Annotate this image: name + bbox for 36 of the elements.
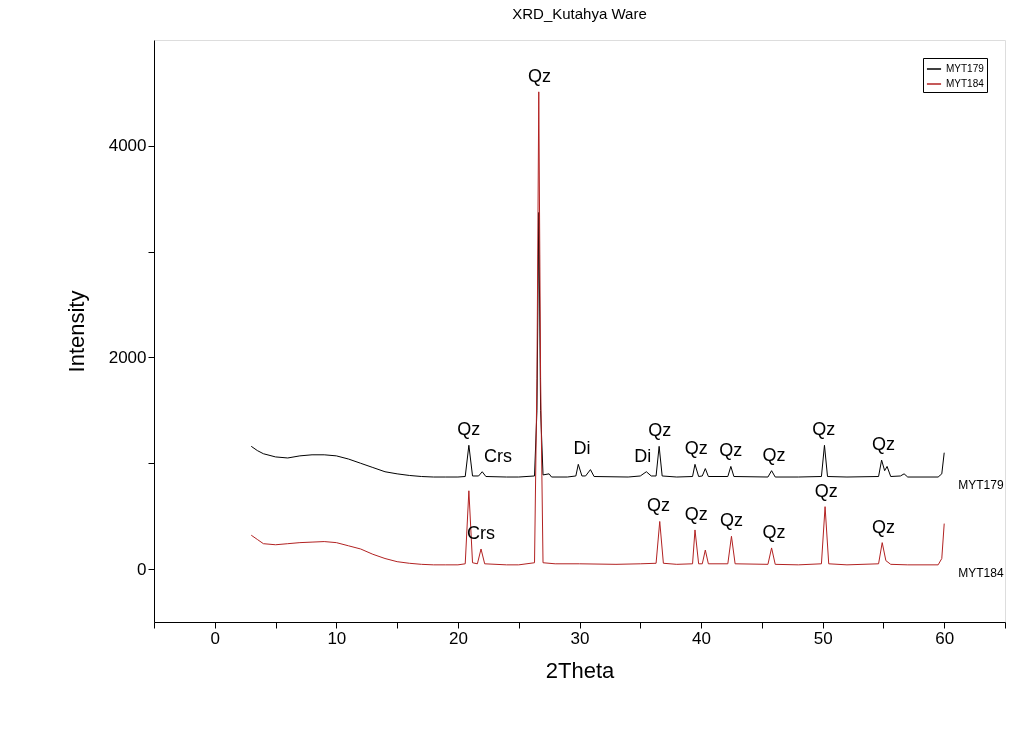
annotation: Qz	[719, 510, 743, 531]
x-axis-title: 2Theta	[545, 657, 616, 683]
annotation: Crs	[484, 445, 513, 466]
text: MYT184	[958, 565, 1004, 580]
y-tick-label: 0	[137, 559, 147, 579]
legend-label: MYT184	[946, 78, 985, 89]
x-tick-label: 40	[692, 628, 712, 648]
annotation: Di	[634, 445, 652, 466]
annotation: Qz	[871, 434, 895, 455]
annotation: Qz	[812, 419, 836, 440]
x-tick-label: 60	[935, 628, 955, 648]
text: MYT179	[958, 478, 1004, 493]
x-tick-label: 50	[813, 628, 833, 648]
line-series	[250, 91, 945, 566]
annotation: Qz	[762, 444, 786, 465]
legend-label: MYT179	[946, 63, 985, 74]
annotation: Qz	[648, 420, 672, 441]
annotation: Crs	[467, 522, 496, 543]
x-tick-label: 0	[210, 628, 221, 648]
y-tick-label: 4000	[108, 136, 147, 156]
x-tick-label: 20	[448, 628, 468, 648]
annotation: Qz	[719, 440, 743, 461]
y-axis-title: Intensity	[63, 290, 89, 373]
annotation: Qz	[684, 438, 708, 459]
annotation: Qz	[527, 65, 551, 86]
x-tick-label: 10	[327, 628, 347, 648]
y-tick-label: 2000	[108, 347, 147, 367]
x-tick-label: 30	[570, 628, 590, 648]
annotation: Qz	[457, 419, 481, 440]
annotation: Qz	[762, 521, 786, 542]
annotation: Qz	[871, 516, 895, 537]
chart-title: XRD_Kutahya Ware	[512, 5, 647, 22]
annotation: Di	[573, 438, 591, 459]
annotation: Qz	[647, 495, 671, 516]
annotation: Qz	[684, 503, 708, 524]
annotation: Qz	[814, 480, 838, 501]
